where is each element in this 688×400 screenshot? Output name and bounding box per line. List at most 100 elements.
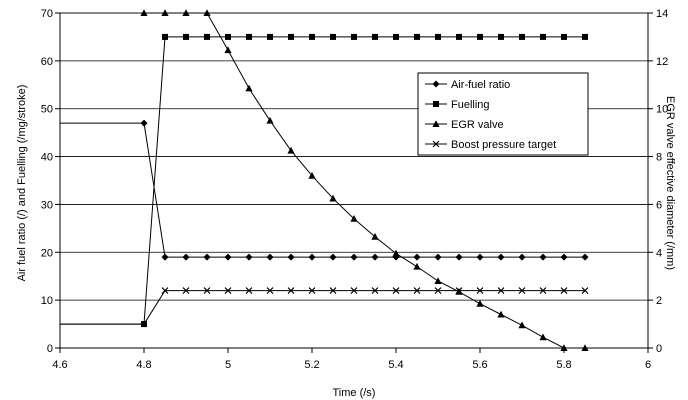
data-point — [245, 253, 253, 261]
data-point — [329, 287, 337, 294]
y-tick-label: 20 — [41, 247, 53, 259]
series-fuelling — [60, 33, 588, 328]
data-point — [308, 287, 316, 294]
data-point — [308, 171, 316, 179]
series-line — [144, 12, 585, 349]
series-air-fuel-ratio — [60, 119, 589, 261]
axes: 4.6 4.8 5 5.2 5.4 5.6 5.8 601020304050607002468… — [41, 8, 669, 371]
data-point — [162, 33, 168, 40]
y2-axis-title: EGR valve effective diameter (/mm) — [664, 96, 676, 270]
data-point — [182, 253, 190, 261]
data-point — [498, 33, 504, 40]
data-point — [455, 287, 463, 294]
data-point — [476, 299, 484, 307]
data-point — [392, 249, 400, 257]
data-point — [246, 33, 252, 40]
data-point — [581, 344, 589, 351]
data-point — [330, 33, 336, 40]
y-tick-label: 70 — [41, 8, 53, 20]
data-point — [183, 33, 189, 40]
data-point — [350, 214, 358, 222]
legend-marker — [432, 140, 440, 148]
data-point — [434, 287, 442, 294]
y-axis-title: Air fuel ratio (/) and Fuelling (/mg/str… — [16, 85, 28, 282]
data-point — [392, 287, 400, 294]
data-point — [182, 287, 190, 294]
x-tick-label: 4.8 — [136, 359, 151, 371]
data-point — [267, 33, 273, 40]
data-point — [329, 253, 337, 261]
data-point — [413, 287, 421, 294]
data-point — [540, 33, 546, 40]
data-point — [560, 253, 568, 261]
series-layer — [60, 9, 589, 351]
data-point — [393, 33, 399, 40]
data-point — [329, 194, 337, 202]
data-point — [560, 287, 568, 294]
data-point — [350, 287, 358, 294]
data-point — [224, 287, 232, 294]
data-point — [140, 9, 148, 16]
data-point — [266, 253, 274, 261]
y2-tick-label: 8 — [656, 152, 662, 164]
legend-marker — [433, 101, 439, 107]
data-point — [224, 253, 232, 261]
series-boost-pressure-target — [60, 287, 589, 325]
x-axis-title: Time (/s) — [333, 387, 376, 399]
x-tick-label: 5.8 — [556, 359, 571, 371]
data-point — [476, 253, 484, 261]
y-tick-label: 10 — [41, 295, 53, 307]
series-line — [60, 290, 585, 325]
data-point — [287, 287, 295, 294]
x-tick-label: 5 — [225, 359, 231, 371]
data-point — [561, 33, 567, 40]
data-point — [581, 287, 589, 294]
x-tick-label: 5.4 — [388, 359, 403, 371]
data-point — [539, 333, 547, 341]
data-point — [266, 287, 274, 294]
data-point — [204, 33, 210, 40]
data-point — [309, 33, 315, 40]
legend-marker — [432, 120, 440, 127]
data-point — [371, 232, 379, 240]
data-point — [225, 33, 231, 40]
data-point — [392, 253, 400, 261]
legend-label: Boost pressure target — [451, 139, 556, 151]
data-point — [203, 253, 211, 261]
data-point — [245, 287, 253, 294]
data-point — [350, 253, 358, 261]
x-tick-label: 4.6 — [52, 359, 67, 371]
data-point — [434, 253, 442, 261]
data-point — [477, 33, 483, 40]
data-point — [245, 84, 253, 92]
legend-label: Fuelling — [451, 99, 490, 111]
data-point — [518, 321, 526, 329]
data-point — [371, 253, 379, 261]
data-point — [560, 344, 568, 351]
legend-label: EGR valve — [451, 119, 504, 131]
data-point — [308, 253, 316, 261]
data-point — [203, 9, 211, 16]
data-point — [161, 9, 169, 16]
data-point — [288, 33, 294, 40]
data-point — [497, 253, 505, 261]
data-point — [456, 33, 462, 40]
data-point — [161, 287, 169, 294]
data-point — [519, 33, 525, 40]
y-tick-label: 40 — [41, 152, 53, 164]
data-point — [435, 33, 441, 40]
y-tick-label: 30 — [41, 199, 53, 211]
data-point — [497, 287, 505, 294]
data-point — [497, 310, 505, 318]
y-tick-label: 50 — [41, 104, 53, 116]
data-point — [414, 33, 420, 40]
data-point — [455, 253, 463, 261]
y2-tick-label: 0 — [656, 343, 662, 355]
y2-tick-label: 4 — [656, 247, 662, 259]
data-point — [371, 287, 379, 294]
y2-tick-label: 12 — [656, 56, 668, 68]
data-point — [287, 253, 295, 261]
y2-tick-label: 14 — [656, 8, 668, 20]
legend-label: Air-fuel ratio — [451, 79, 510, 91]
